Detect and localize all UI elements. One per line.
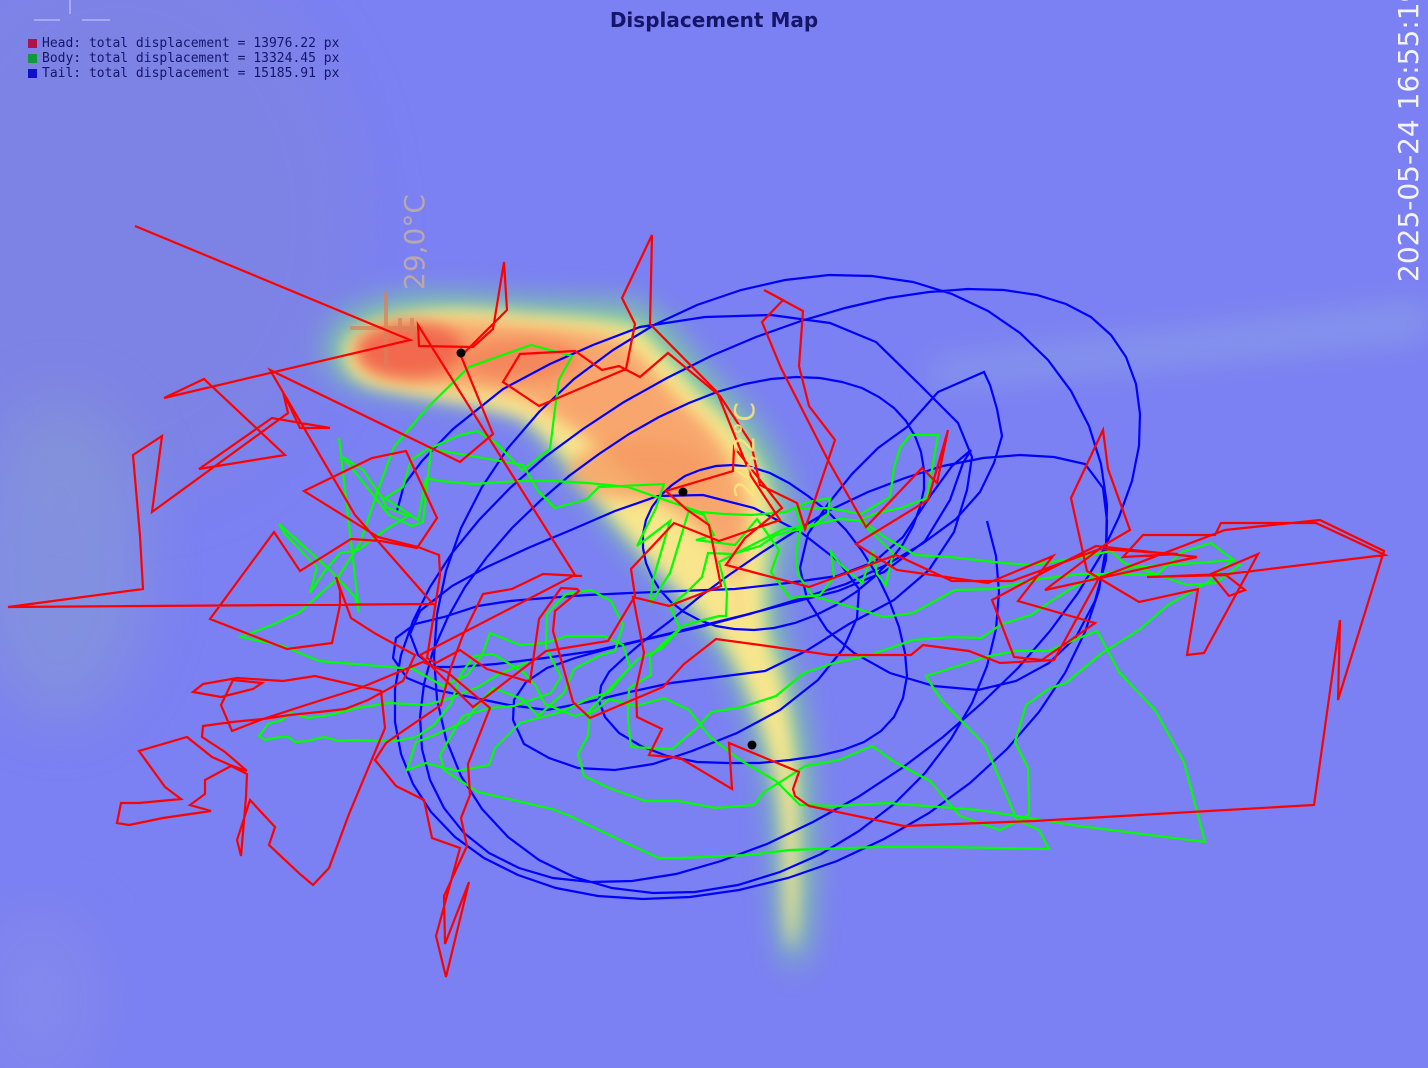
tail-trajectory [391, 273, 1142, 901]
legend: Head: total displacement = 13976.22 px B… [28, 36, 339, 81]
head-trajectory [7, 224, 1389, 978]
head-position-marker [456, 348, 466, 358]
legend-item-head: Head: total displacement = 13976.22 px [28, 36, 339, 51]
legend-swatch-tail [28, 69, 37, 78]
position-markers [456, 348, 757, 750]
tail-position-marker [747, 740, 757, 750]
legend-label-body: Body: total displacement = 13324.45 px [42, 51, 340, 66]
legend-swatch-body [28, 54, 37, 63]
page-title: Displacement Map [609, 8, 819, 32]
legend-swatch-head [28, 39, 37, 48]
legend-item-tail: Tail: total displacement = 15185.91 px [28, 66, 339, 81]
track-layer [7, 224, 1389, 978]
temperature-reading-1: 29,0°C [398, 194, 431, 290]
legend-item-body: Body: total displacement = 13324.45 px [28, 51, 339, 66]
viewfinder-corner-icon [34, 0, 114, 24]
temperature-reading-2: 24,2°C [728, 402, 761, 498]
timestamp-overlay: 2025-05-24 16:55:19 [1392, 0, 1425, 282]
body-position-marker [678, 487, 688, 497]
legend-label-head: Head: total displacement = 13976.22 px [42, 36, 340, 51]
legend-label-tail: Tail: total displacement = 15185.91 px [42, 66, 340, 81]
